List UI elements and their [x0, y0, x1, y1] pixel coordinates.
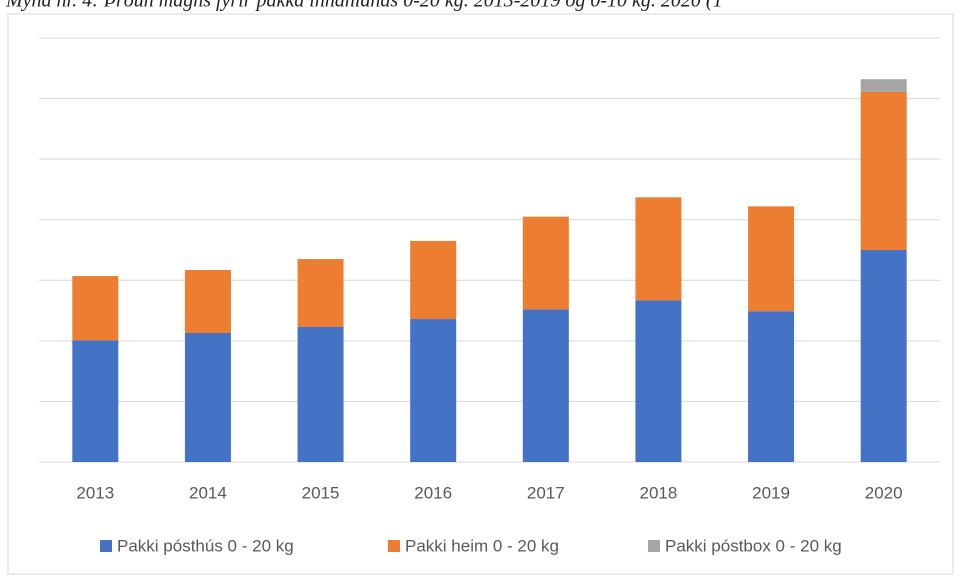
legend-swatch [388, 540, 400, 552]
bar [748, 206, 795, 312]
legend-label: Pakki pósthús 0 - 20 kg [117, 536, 294, 555]
x-tick-label: 2020 [865, 483, 903, 502]
chart-border [7, 13, 954, 575]
x-tick-label: 2013 [76, 483, 114, 502]
x-tick-label: 2016 [414, 483, 452, 502]
legend-swatch [648, 540, 660, 552]
bar [860, 79, 907, 92]
bar [184, 269, 231, 333]
x-tick-label: 2014 [189, 483, 227, 502]
x-tick-label: 2019 [752, 483, 790, 502]
bar [72, 340, 119, 462]
legend-label: Pakki heim 0 - 20 kg [405, 536, 559, 555]
bar [522, 309, 569, 462]
bar [297, 259, 344, 327]
bar [748, 311, 795, 462]
bar [522, 216, 569, 310]
bar [72, 276, 119, 341]
chart-title: Mynd nr. 4: Þróun magns fyrir pakka inna… [5, 0, 723, 12]
x-tick-label: 2017 [527, 483, 565, 502]
bar [184, 332, 231, 462]
bar [410, 240, 457, 320]
legend-label: Pakki póstbox 0 - 20 kg [665, 536, 842, 555]
bar [635, 197, 682, 301]
bar [297, 326, 344, 462]
bar [635, 300, 682, 462]
x-tick-label: 2018 [640, 483, 678, 502]
x-tick-label: 2015 [302, 483, 340, 502]
bar [860, 250, 907, 462]
bar [410, 319, 457, 462]
legend-swatch [100, 540, 112, 552]
bar [860, 91, 907, 250]
